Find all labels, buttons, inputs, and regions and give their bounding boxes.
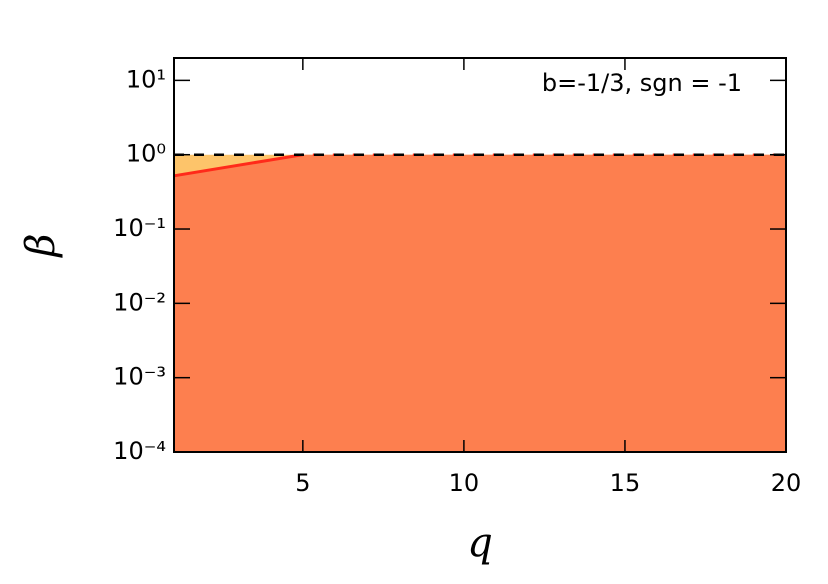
area xyxy=(174,154,786,452)
x-tick-label: 20 xyxy=(771,469,802,497)
plot-frame xyxy=(173,57,787,453)
x-tick-label: 10 xyxy=(449,469,480,497)
y-axis-label: β xyxy=(18,233,64,258)
y-tick-label: 10⁰ xyxy=(126,140,166,168)
y-tick-label: 10¹ xyxy=(126,65,166,93)
x-axis-label: q xyxy=(467,520,493,566)
annotation: b=-1/3, sgn = -1 xyxy=(542,69,742,97)
y-tick-label: 10⁻⁴ xyxy=(113,437,166,465)
y-tick-label: 10⁻² xyxy=(113,288,166,316)
x-tick-label: 15 xyxy=(610,469,641,497)
x-tick-label: 5 xyxy=(295,469,310,497)
line xyxy=(173,153,304,178)
y-tick-label: 10⁻³ xyxy=(113,363,166,391)
y-tick-label: 10⁻¹ xyxy=(113,214,166,242)
